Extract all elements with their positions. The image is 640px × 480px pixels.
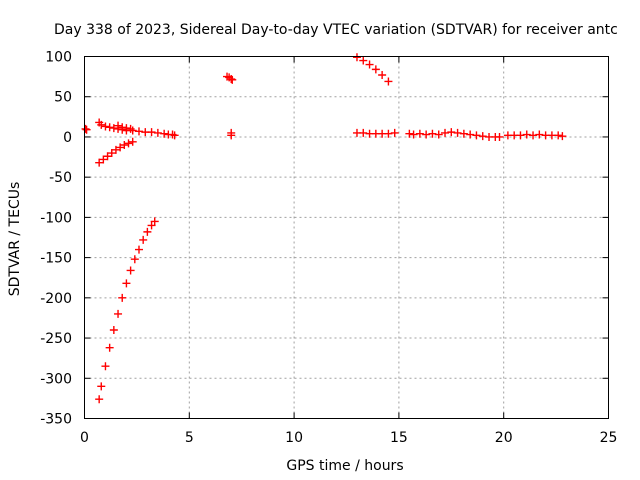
data-point [109, 326, 118, 335]
y-tick-labels: -350 -300 -250 -200 -150 -100 -50 0 50 100 [40, 50, 72, 428]
data-point [428, 129, 437, 138]
y-tick-label: -300 [40, 371, 72, 387]
data-point [459, 129, 468, 138]
plot-frame [84, 56, 609, 419]
data-point [352, 53, 361, 62]
data-point [529, 131, 538, 140]
data-point [105, 343, 114, 352]
x-tick-label: 10 [285, 430, 303, 446]
data-point [160, 129, 169, 138]
x-tick-label: 0 [80, 430, 89, 446]
data-point [535, 130, 544, 139]
data-point [378, 71, 387, 80]
data-point [415, 129, 424, 138]
data-point [227, 131, 236, 140]
x-tick-label: 20 [495, 430, 513, 446]
tick-layer [84, 56, 609, 419]
data-point [95, 395, 104, 404]
data-point [99, 155, 108, 164]
data-point [434, 130, 443, 139]
data-point [359, 128, 368, 137]
data-point [405, 129, 414, 138]
data-point [81, 124, 90, 133]
data-point [118, 123, 127, 132]
x-tick-label: 5 [185, 430, 194, 446]
data-point [453, 128, 462, 137]
data-point [441, 128, 450, 137]
y-tick-label: 100 [45, 50, 72, 66]
data-point [116, 143, 125, 152]
data-point [109, 124, 118, 133]
data-point [147, 128, 156, 137]
data-point [111, 145, 120, 154]
grid-layer [84, 56, 609, 419]
data-point [384, 129, 393, 138]
data-point [120, 140, 129, 149]
data-point [126, 266, 135, 275]
data-point [558, 132, 567, 141]
data-point [124, 139, 133, 148]
x-tick-label: 15 [390, 430, 408, 446]
data-point [478, 132, 487, 141]
data-point [114, 121, 123, 130]
data-point [228, 75, 237, 84]
data-point [101, 362, 110, 371]
x-tick-label: 25 [600, 430, 618, 446]
data-point [495, 132, 504, 141]
chart-title: Day 338 of 2023, Sidereal Day-to-day VTE… [54, 22, 618, 38]
data-point [97, 120, 106, 129]
data-point [472, 131, 481, 140]
y-tick-label: -100 [40, 210, 72, 226]
data-point [103, 152, 112, 161]
data-point [150, 217, 159, 226]
data-point [139, 235, 148, 244]
data-point [134, 245, 143, 254]
data-point [554, 131, 563, 140]
x-axis-title: GPS time / hours [286, 458, 403, 474]
marks-layer [81, 53, 567, 404]
y-tick-label: -350 [40, 412, 72, 428]
data-point [371, 65, 380, 74]
data-point [105, 123, 114, 132]
data-point [516, 131, 525, 140]
y-tick-label: 50 [54, 90, 72, 106]
data-point [143, 227, 152, 236]
data-point [409, 130, 418, 139]
data-point [365, 60, 374, 69]
data-point [128, 137, 137, 146]
data-point [101, 122, 110, 131]
data-point [130, 255, 139, 264]
data-point [522, 130, 531, 139]
data-point [384, 77, 393, 86]
data-point [122, 279, 131, 288]
data-point [466, 130, 475, 139]
data-point [97, 382, 106, 391]
data-point [422, 130, 431, 139]
data-point [118, 293, 127, 302]
data-point [134, 127, 143, 136]
y-axis-title: SDTVAR / TECUs [7, 182, 23, 297]
data-point [390, 128, 399, 137]
y-tick-label: -200 [40, 291, 72, 307]
data-point [447, 128, 456, 137]
y-tick-label: 0 [63, 130, 72, 146]
data-point [227, 75, 236, 84]
x-tick-labels: 0 5 10 15 20 25 [80, 430, 617, 446]
data-point [82, 125, 91, 134]
y-tick-label: -250 [40, 331, 72, 347]
data-point [170, 131, 179, 140]
data-point [147, 221, 156, 230]
y-tick-label: -50 [49, 170, 72, 186]
data-point [107, 149, 116, 158]
data-point [153, 128, 162, 137]
data-point [126, 124, 135, 133]
data-point [95, 158, 104, 167]
data-point [122, 124, 131, 133]
data-point [114, 309, 123, 318]
y-tick-label: -150 [40, 251, 72, 267]
data-point [359, 56, 368, 65]
